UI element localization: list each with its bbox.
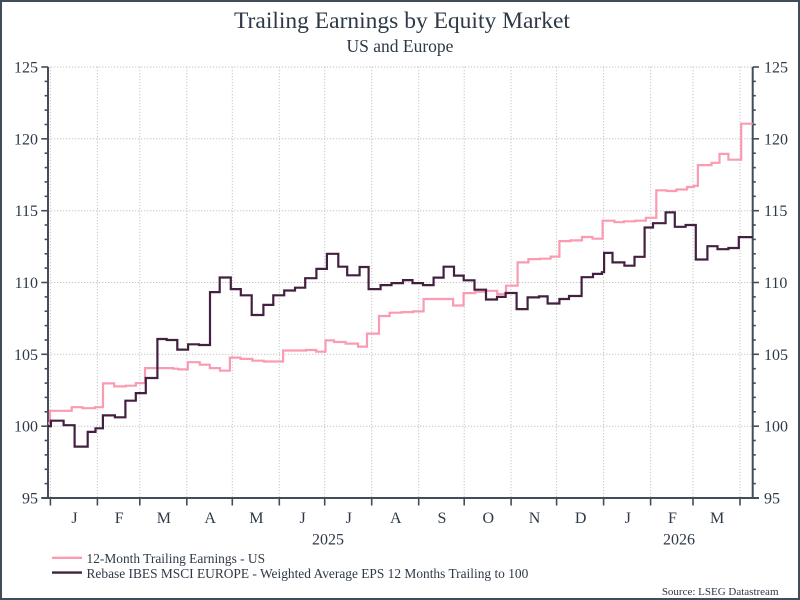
svg-text:120: 120 [14, 131, 38, 148]
svg-text:Rebase IBES MSCI EUROPE - Weig: Rebase IBES MSCI EUROPE - Weighted Avera… [87, 566, 529, 581]
svg-text:12-Month Trailing Earnings - U: 12-Month Trailing Earnings - US [87, 551, 266, 566]
svg-text:J: J [299, 510, 305, 527]
svg-text:115: 115 [764, 203, 787, 220]
svg-text:M: M [249, 510, 263, 527]
svg-text:F: F [115, 510, 124, 527]
svg-text:2026: 2026 [663, 532, 695, 549]
svg-text:100: 100 [14, 419, 38, 436]
svg-text:J: J [346, 510, 352, 527]
svg-text:N: N [529, 510, 541, 527]
svg-text:J: J [625, 510, 631, 527]
svg-text:US and Europe: US and Europe [347, 36, 454, 56]
svg-text:M: M [157, 510, 171, 527]
svg-text:105: 105 [14, 347, 38, 364]
svg-text:M: M [710, 510, 724, 527]
svg-text:O: O [483, 510, 495, 527]
svg-text:125: 125 [764, 60, 788, 77]
svg-text:A: A [204, 510, 216, 527]
svg-text:F: F [668, 510, 677, 527]
svg-text:Source: LSEG Datastream: Source: LSEG Datastream [662, 586, 779, 598]
svg-text:J: J [71, 510, 77, 527]
svg-text:A: A [390, 510, 402, 527]
svg-text:110: 110 [764, 275, 787, 292]
svg-text:120: 120 [764, 131, 788, 148]
svg-text:S: S [438, 510, 447, 527]
svg-text:D: D [575, 510, 587, 527]
svg-text:Trailing Earnings by Equity Ma: Trailing Earnings by Equity Market [234, 8, 570, 34]
svg-text:100: 100 [764, 419, 788, 436]
svg-text:95: 95 [22, 491, 38, 508]
svg-text:95: 95 [764, 491, 780, 508]
svg-text:125: 125 [14, 60, 38, 77]
svg-text:110: 110 [15, 275, 38, 292]
svg-text:2025: 2025 [312, 532, 344, 549]
svg-text:115: 115 [15, 203, 38, 220]
svg-text:105: 105 [764, 347, 788, 364]
